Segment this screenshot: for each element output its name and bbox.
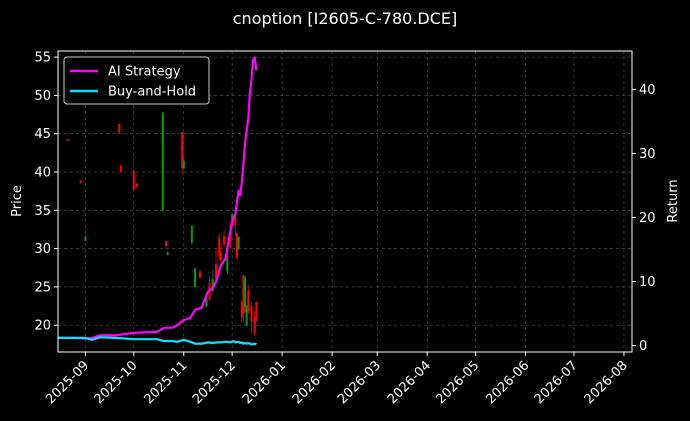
candle-body [181, 132, 184, 169]
y-axis-left-label: Price [10, 185, 25, 217]
y-left-tick-label: 50 [34, 89, 51, 104]
candle-body [165, 240, 168, 247]
chart-title: cnoption [I2605-C-780.DCE] [233, 9, 457, 28]
candle-body [198, 271, 201, 278]
candle-body [215, 263, 218, 280]
candle-body [161, 112, 164, 211]
candle-body [234, 217, 237, 226]
y-left-tick-label: 40 [34, 166, 51, 181]
candle-body [223, 236, 226, 245]
candle-body [132, 170, 135, 190]
candle-body [255, 302, 258, 320]
candle-body [211, 279, 214, 291]
candlesticks [66, 112, 258, 336]
candle-body [242, 275, 245, 314]
y-right-tick-label: 20 [639, 211, 656, 226]
candle-body [218, 237, 221, 257]
candle-body [118, 123, 121, 133]
candle-body [237, 237, 240, 249]
candle-body [119, 165, 122, 173]
y-axis-right-label: Return [666, 179, 681, 222]
return-series [58, 56, 258, 346]
y-left-tick-label: 20 [34, 319, 51, 334]
candle-body [182, 160, 185, 169]
y-right-tick-label: 40 [639, 83, 656, 98]
candle-body [205, 298, 208, 307]
candle-body [66, 139, 69, 141]
candle-body [190, 225, 193, 243]
candle-body [219, 252, 222, 261]
y-left-tick-label: 35 [34, 204, 51, 219]
candle-body [235, 233, 238, 258]
legend-box [63, 56, 210, 105]
y-right-tick-label: 10 [639, 275, 656, 290]
buy-and-hold-line [58, 336, 257, 346]
candle-body [84, 236, 87, 241]
candle-body [247, 290, 250, 312]
candle-body [244, 277, 247, 307]
y-left-tick-label: 25 [34, 280, 51, 295]
y-left-tick-label: 45 [34, 127, 51, 142]
y-left-tick-label: 30 [34, 242, 51, 257]
candle-body [231, 214, 234, 225]
candle-body [136, 183, 139, 187]
candle-body [250, 306, 253, 322]
y-left-tick-label: 55 [34, 51, 51, 66]
candle-body [226, 252, 229, 272]
candle-body [166, 252, 169, 255]
candle-body [240, 302, 243, 318]
candle-body [245, 306, 248, 326]
plot-frame [57, 50, 633, 353]
y-right-tick-label: 0 [639, 339, 647, 354]
ai-strategy-line [58, 56, 258, 340]
y-right-tick-label: 30 [639, 147, 656, 162]
legend-label-ai-strategy: AI Strategy [108, 65, 181, 80]
legend-label-buy-and-hold: Buy-and-Hold [108, 85, 196, 100]
candle-body [194, 268, 197, 287]
candle-body [253, 317, 256, 333]
legend: AI Strategy Buy-and-Hold [63, 56, 210, 105]
candle-body [79, 180, 82, 183]
